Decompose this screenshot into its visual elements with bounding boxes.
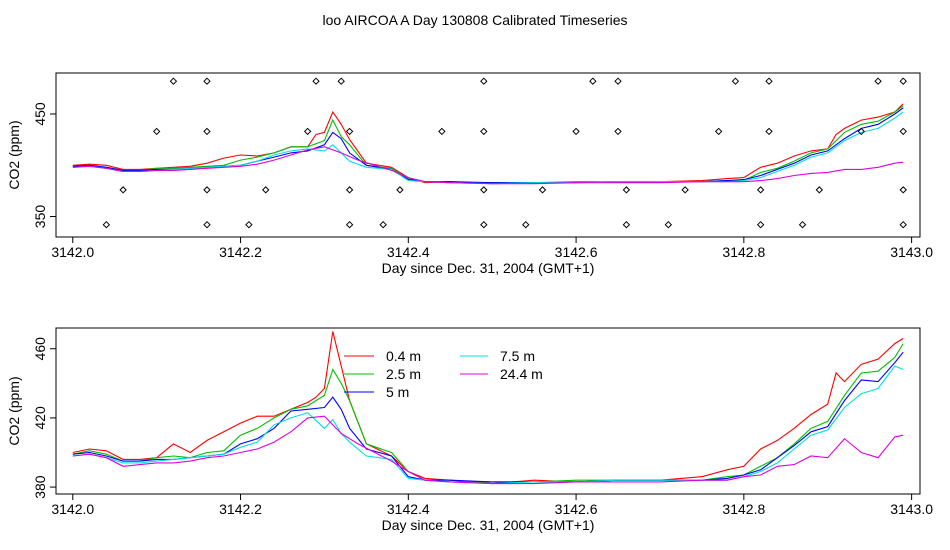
data-marker-diamond	[119, 186, 127, 194]
data-marker-diamond	[538, 186, 547, 194]
series-line-24-4-m	[72, 146, 904, 185]
panel-bottom: 3142.0 3142.2 3142.4 3142.6 3142.8 3143.0 380 4…	[6, 327, 933, 533]
y-axis-label: CO2 (ppm)	[6, 376, 22, 445]
data-marker-diamond	[681, 186, 689, 194]
plot-frame	[55, 72, 921, 238]
data-marker-diamond	[438, 127, 446, 136]
data-marker-diamond	[312, 77, 320, 85]
plot-frame	[55, 327, 921, 495]
x-tick-label: 3142.6	[555, 501, 598, 517]
x-tick-label: 3142.8	[722, 244, 765, 260]
x-axis-label: Day since Dec. 31, 2004 (GMT+1)	[382, 260, 595, 276]
series-line-2-5-m	[72, 343, 904, 483]
data-marker-diamond	[874, 77, 882, 85]
y-tick-label: 460	[32, 337, 48, 361]
x-axis-label: Day since Dec. 31, 2004 (GMT+1)	[382, 517, 595, 533]
data-marker-diamond	[756, 186, 765, 194]
data-marker-diamond	[303, 127, 312, 136]
data-marker-diamond	[899, 77, 907, 85]
data-marker-diamond	[664, 220, 673, 229]
data-marker-diamond	[765, 77, 773, 85]
data-marker-diamond	[337, 77, 345, 85]
data-marker-diamond	[815, 186, 824, 194]
legend-label: 7.5 m	[500, 348, 535, 364]
series-line-24-4-m	[72, 415, 904, 485]
data-marker-diamond	[522, 220, 530, 229]
data-marker-diamond	[756, 220, 765, 229]
y-axis-label: CO2 (ppm)	[6, 120, 22, 189]
data-marker-diamond	[572, 127, 580, 136]
data-marker-diamond	[480, 127, 488, 136]
legend-label: 2.5 m	[386, 366, 421, 382]
figure-title: loo AIRCOA A Day 130808 Calibrated Times…	[322, 12, 627, 28]
x-tick-label: 3142.0	[51, 501, 94, 517]
data-marker-diamond	[345, 186, 354, 194]
data-marker-diamond	[152, 127, 161, 136]
data-marker-diamond	[622, 186, 631, 194]
x-tick-label: 3142.4	[387, 244, 430, 260]
data-marker-diamond	[480, 220, 488, 229]
data-marker-diamond	[245, 220, 253, 229]
data-marker-diamond	[169, 77, 178, 85]
data-marker-diamond	[857, 127, 865, 136]
x-tick-label: 3142.4	[387, 501, 430, 517]
legend-label: 5 m	[386, 384, 409, 400]
x-tick-label: 3143.0	[890, 244, 933, 260]
y-tick-label: 350	[32, 205, 48, 229]
x-tick-label: 3142.2	[219, 501, 262, 517]
series-line-0-4-m	[72, 103, 904, 185]
data-marker-diamond	[379, 220, 387, 229]
data-marker-diamond	[899, 186, 907, 194]
data-marker-diamond	[396, 186, 404, 194]
data-marker-diamond	[731, 77, 740, 85]
x-tick-label: 3142.2	[219, 244, 262, 260]
data-marker-diamond	[102, 220, 111, 229]
series-line-0-4-m	[72, 331, 904, 485]
data-marker-diamond	[203, 220, 211, 229]
y-tick-label: 420	[32, 406, 48, 430]
data-marker-diamond	[614, 77, 622, 85]
data-marker-diamond	[589, 77, 597, 85]
y-tick-label: 450	[32, 102, 48, 126]
data-marker-diamond	[345, 220, 354, 229]
data-marker-diamond	[203, 77, 211, 85]
legend-label: 24.4 m	[500, 366, 543, 382]
data-marker-diamond	[203, 127, 211, 136]
data-marker-diamond	[798, 220, 807, 229]
x-tick-label: 3143.0	[890, 501, 933, 517]
x-tick-label: 3142.6	[555, 244, 598, 260]
data-marker-diamond	[765, 127, 773, 136]
x-tick-label: 3142.0	[51, 244, 94, 260]
data-marker-diamond	[203, 186, 211, 194]
data-marker-diamond	[714, 127, 723, 136]
series-line-7-5-m	[72, 111, 904, 185]
data-marker-diamond	[899, 127, 907, 136]
x-tick-label: 3142.8	[722, 501, 765, 517]
data-marker-diamond	[262, 186, 270, 194]
panel-top: 3142.0 3142.2 3142.4 3142.6 3142.8 3143.0 350 4…	[6, 72, 933, 276]
data-marker-diamond	[480, 77, 488, 85]
data-marker-diamond	[899, 220, 907, 229]
data-marker-diamond	[480, 186, 488, 194]
legend-label: 0.4 m	[386, 348, 421, 364]
y-tick-label: 380	[32, 475, 48, 499]
data-marker-diamond	[614, 127, 622, 136]
data-marker-diamond	[345, 127, 354, 136]
series-line-7-5-m	[72, 365, 904, 485]
data-marker-diamond	[622, 220, 631, 229]
